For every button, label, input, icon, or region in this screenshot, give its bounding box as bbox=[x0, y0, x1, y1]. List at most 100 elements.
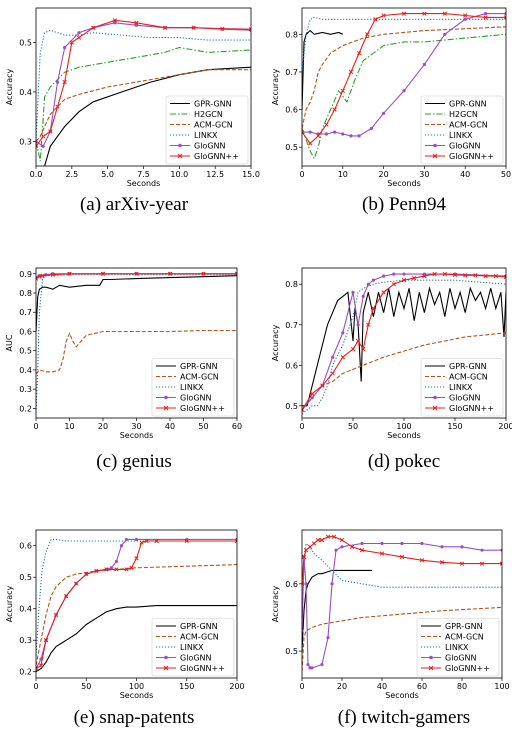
x-tick-label: 20 bbox=[379, 170, 389, 179]
data-point-e-3-9 bbox=[109, 566, 113, 570]
series-line-b-3 bbox=[302, 16, 506, 73]
x-tick-label: 100 bbox=[494, 682, 509, 691]
data-point-d-4-16 bbox=[442, 271, 447, 277]
data-point-b-4-8 bbox=[369, 126, 373, 130]
series-line-d-1 bbox=[302, 332, 506, 411]
data-point-e-4-3 bbox=[53, 612, 59, 618]
data-point-b-4-12 bbox=[443, 32, 447, 36]
legend-label: GloGNN bbox=[180, 654, 212, 663]
data-point-f-3-9 bbox=[334, 548, 338, 552]
legend-label: GloGNN bbox=[449, 394, 481, 403]
legend-label: GloGNN++ bbox=[445, 664, 490, 673]
y-axis-label: Accuracy bbox=[271, 585, 280, 622]
legend-label: ACM-GCN bbox=[449, 121, 488, 130]
data-point-f-3-11 bbox=[360, 541, 364, 546]
data-point-e-3-11 bbox=[119, 544, 124, 548]
y-tick-label: 0.3 bbox=[19, 137, 32, 146]
y-axis-label: Accuracy bbox=[271, 68, 280, 105]
plot-frame-f bbox=[301, 529, 503, 679]
data-point-d-3-4 bbox=[341, 331, 345, 335]
data-point-f-3-3 bbox=[306, 662, 310, 667]
series-b-glognn++ bbox=[302, 11, 506, 146]
y-tick-label: 0.2 bbox=[19, 668, 32, 677]
data-point-f-4-17 bbox=[479, 561, 485, 566]
series-c-glognn++ bbox=[36, 271, 237, 281]
data-point-b-4-11 bbox=[422, 62, 426, 67]
legend-label: GloGNN++ bbox=[449, 404, 494, 413]
series-c-acm-gcn bbox=[36, 329, 237, 375]
data-point-b-4-1 bbox=[308, 130, 312, 134]
y-tick-label: 0.4 bbox=[19, 605, 32, 614]
x-axis-label: Seconds bbox=[127, 179, 161, 188]
x-tick-label: 0 bbox=[299, 170, 304, 179]
x-tick-label: 10.0 bbox=[170, 170, 188, 179]
y-axis-label: Accuracy bbox=[5, 68, 14, 105]
data-point-b-5-1 bbox=[308, 141, 313, 146]
data-point-a-5-6 bbox=[76, 35, 82, 40]
data-point-f-4-0 bbox=[302, 581, 305, 586]
series-a-glognn++ bbox=[36, 18, 251, 149]
data-point-f-4-12 bbox=[379, 551, 385, 556]
data-point-d-3-7 bbox=[361, 294, 365, 298]
chart-caption: (b) Penn94 bbox=[362, 194, 446, 215]
legend-label: GPR-GNN bbox=[449, 362, 487, 371]
series-line-d-0 bbox=[302, 286, 506, 407]
data-point-e-4-7 bbox=[94, 568, 99, 574]
data-point-d-3-11 bbox=[392, 272, 396, 276]
x-tick-label: 60 bbox=[232, 422, 242, 431]
legend-label: H2GCN bbox=[194, 110, 223, 119]
data-point-d-4-14 bbox=[422, 273, 427, 279]
data-point-d-4-11 bbox=[391, 282, 396, 287]
legend-label: GloGNN++ bbox=[194, 152, 239, 161]
data-point-c-4-9 bbox=[234, 271, 237, 276]
y-tick-label: 0.6 bbox=[19, 542, 32, 551]
y-tick-label: 0.7 bbox=[19, 308, 32, 317]
legend-label: ACM-GCN bbox=[445, 633, 484, 642]
legend-label: GloGNN++ bbox=[449, 152, 494, 161]
data-point-c-4-6 bbox=[134, 271, 139, 276]
legend-label: ACM-GCN bbox=[194, 121, 233, 130]
x-tick-label: 15.0 bbox=[242, 170, 260, 179]
y-tick-label: 0.4 bbox=[19, 366, 32, 375]
data-point-b-4-6 bbox=[349, 134, 353, 138]
data-point-b-4-4 bbox=[333, 130, 337, 134]
x-tick-label: 200 bbox=[498, 422, 512, 431]
series-b-gpr-gnn bbox=[302, 29, 344, 110]
data-point-f-3-2 bbox=[304, 582, 308, 586]
plot-frame-b bbox=[301, 7, 507, 167]
data-point-b-4-9 bbox=[382, 111, 386, 115]
data-point-b-5-0 bbox=[302, 129, 305, 135]
data-point-b-5-9 bbox=[373, 17, 378, 22]
x-tick-label: 20 bbox=[337, 682, 347, 691]
x-tick-label: 100 bbox=[396, 422, 411, 431]
y-tick-label: 0.2 bbox=[19, 404, 32, 413]
x-tick-label: 0 bbox=[299, 422, 304, 431]
data-point-d-4-19 bbox=[473, 273, 478, 278]
x-tick-label: 60 bbox=[417, 682, 427, 691]
legend-label: GPR-GNN bbox=[180, 622, 218, 631]
x-axis-label: Seconds bbox=[387, 431, 421, 440]
data-point-d-3-3 bbox=[331, 355, 335, 359]
data-point-f-4-5 bbox=[315, 537, 321, 543]
data-point-c-4-3 bbox=[50, 272, 55, 277]
data-point-d-3-1 bbox=[310, 396, 314, 400]
series-line-d-3 bbox=[302, 273, 506, 411]
series-d-linkx bbox=[302, 279, 506, 415]
x-tick-label: 50 bbox=[501, 170, 511, 179]
x-tick-label: 5.0 bbox=[101, 170, 114, 179]
series-b-linkx bbox=[302, 16, 506, 73]
data-point-f-3-12 bbox=[380, 541, 384, 546]
chart-caption: (a) arXiv-year bbox=[80, 194, 189, 215]
legend-label: GloGNN++ bbox=[180, 664, 225, 673]
data-point-a-5-12 bbox=[220, 26, 225, 31]
data-point-e-4-14 bbox=[144, 538, 149, 544]
data-point-f-4-10 bbox=[349, 544, 355, 549]
data-point-b-5-10 bbox=[381, 13, 386, 18]
data-point-b-5-2 bbox=[316, 133, 321, 139]
series-a-h2gcn bbox=[36, 46, 251, 162]
data-point-b-5-3 bbox=[324, 122, 329, 127]
data-point-d-3-6 bbox=[356, 323, 360, 327]
